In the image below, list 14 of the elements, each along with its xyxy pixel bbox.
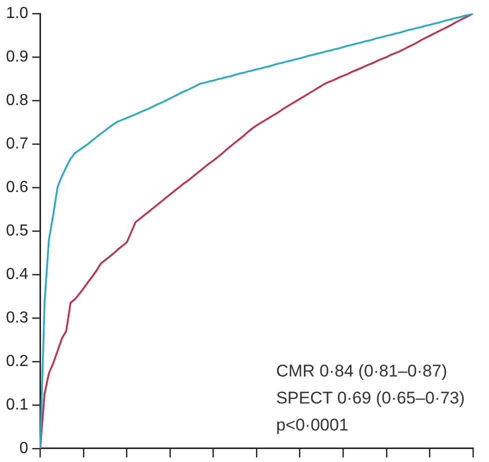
y-tick-label: 0.5 [6,222,28,240]
y-tick-label: 0.4 [6,266,28,283]
annotation: SPECT 0·69 (0·65–0·73) [276,388,465,408]
y-tick-label: 0.8 [6,92,28,109]
annotation: CMR 0·84 (0·81–0·87) [276,361,448,380]
y-tick-label: 0.1 [6,396,28,414]
y-tick-label: 1.0 [6,5,28,22]
y-tick-label: 0.7 [6,135,28,152]
y-tick-label: 0.9 [6,48,28,66]
y-tick-label: 0 [19,440,28,457]
annotation: p<0·0001 [276,415,348,434]
y-tick-label: 0.2 [6,352,28,370]
y-tick-label: 0.6 [6,178,28,196]
y-tick-label: 0.3 [6,309,28,326]
